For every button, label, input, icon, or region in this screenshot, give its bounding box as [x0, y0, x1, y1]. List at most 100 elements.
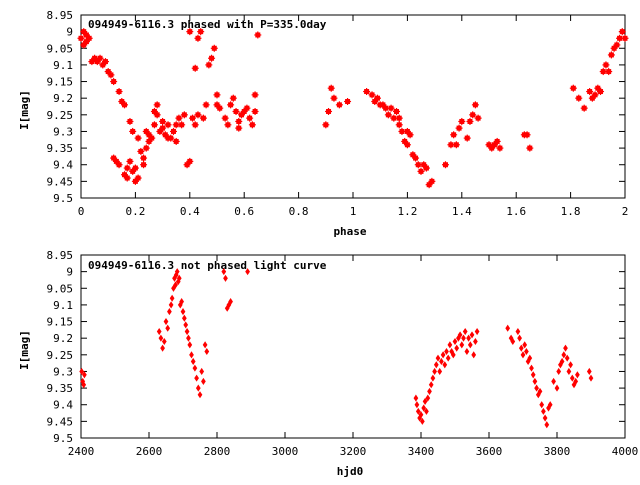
- data-point: [430, 374, 436, 382]
- data-point: [522, 341, 528, 349]
- data-point: [493, 137, 501, 145]
- data-point: [530, 371, 536, 379]
- data-point: [161, 337, 167, 346]
- data-point: [254, 31, 262, 39]
- data-point: [515, 327, 521, 336]
- data-point: [414, 401, 420, 409]
- data-point: [181, 314, 187, 322]
- data-point: [194, 111, 202, 119]
- data-point: [597, 88, 605, 96]
- data-point: [167, 308, 172, 316]
- data-point: [148, 134, 156, 142]
- data-point: [123, 164, 131, 172]
- data-point: [450, 131, 458, 139]
- x-tick-label: 0.4: [180, 205, 200, 218]
- data-point: [427, 387, 432, 395]
- data-point: [194, 34, 202, 42]
- y-tick-label: 9: [66, 266, 73, 279]
- data-point: [204, 347, 210, 356]
- data-point: [210, 44, 218, 52]
- data-point: [164, 121, 172, 129]
- data-point: [134, 134, 142, 142]
- y-tick-label: 9.35: [47, 382, 74, 395]
- data-point: [551, 377, 556, 385]
- data-point: [330, 94, 338, 102]
- data-point: [586, 88, 594, 96]
- data-point: [564, 354, 570, 362]
- data-point: [335, 101, 343, 109]
- data-point: [466, 334, 471, 342]
- data-point: [172, 137, 180, 145]
- data-point: [184, 327, 190, 336]
- y-tick-label: 9.3: [53, 365, 73, 378]
- data-point: [251, 107, 259, 115]
- x-tick-label: 0.2: [125, 205, 145, 218]
- data-point: [150, 121, 158, 129]
- data-point: [77, 34, 85, 42]
- x-tick-label: 1.2: [397, 205, 417, 218]
- data-point: [419, 417, 425, 425]
- x-tick-label: 2600: [136, 445, 163, 458]
- data-point: [223, 274, 228, 282]
- data-point: [191, 121, 199, 129]
- data-point: [142, 144, 150, 152]
- data-point: [243, 104, 251, 112]
- data-point: [195, 384, 201, 392]
- data-point: [561, 351, 567, 359]
- data-point: [373, 94, 381, 102]
- data-point: [186, 334, 191, 342]
- data-point: [129, 127, 137, 135]
- phased-light-curve-chart: 094949-6116.3 phased with P=335.0day pha…: [18, 9, 629, 238]
- data-point: [580, 104, 588, 112]
- data-point: [568, 361, 573, 369]
- y-tick-label: 9.5: [53, 192, 73, 205]
- data-point: [189, 114, 197, 122]
- y-tick-label: 8.95: [47, 249, 74, 262]
- y-tick-label: 9.2: [53, 92, 73, 105]
- data-point: [556, 367, 562, 375]
- y-tick-label: 9.25: [47, 349, 74, 362]
- data-point: [158, 334, 164, 342]
- data-point: [159, 124, 167, 132]
- data-point: [439, 357, 444, 366]
- data-point: [510, 337, 516, 346]
- data-point: [246, 114, 254, 122]
- data-point: [327, 84, 335, 92]
- data-point: [425, 394, 431, 402]
- y-tick-label: 8.95: [47, 9, 74, 22]
- data-point: [444, 347, 449, 356]
- x-tick-label: 2800: [204, 445, 231, 458]
- data-point: [137, 147, 145, 155]
- data-point: [464, 347, 470, 356]
- data-point: [554, 384, 560, 392]
- data-point: [607, 51, 615, 59]
- data-point: [454, 344, 460, 352]
- data-point: [447, 341, 453, 349]
- data-point: [432, 367, 437, 375]
- data-point: [186, 157, 194, 165]
- data-point: [569, 84, 577, 92]
- x-tick-label: 3600: [476, 445, 503, 458]
- data-point: [395, 114, 403, 122]
- data-point: [526, 144, 534, 152]
- data-point: [424, 407, 429, 415]
- data-point: [534, 384, 539, 392]
- data-point: [586, 367, 592, 375]
- data-point: [216, 104, 224, 112]
- x-tick-label: 0.8: [289, 205, 309, 218]
- data-point: [169, 294, 175, 302]
- data-point: [183, 321, 189, 329]
- data-point: [213, 91, 221, 99]
- y-tick-label: 9.15: [47, 76, 74, 89]
- x-axis-label: phase: [333, 225, 366, 238]
- x-tick-label: 4000: [612, 445, 639, 458]
- data-point: [520, 351, 526, 359]
- y-axis-label: I[mag]: [18, 330, 31, 370]
- x-tick-label: 1.6: [506, 205, 526, 218]
- data-point: [435, 354, 441, 362]
- data-point: [442, 361, 448, 369]
- data-point: [153, 101, 161, 109]
- data-point: [450, 351, 456, 359]
- data-point: [179, 298, 185, 306]
- y-tick-label: 9.2: [53, 332, 73, 345]
